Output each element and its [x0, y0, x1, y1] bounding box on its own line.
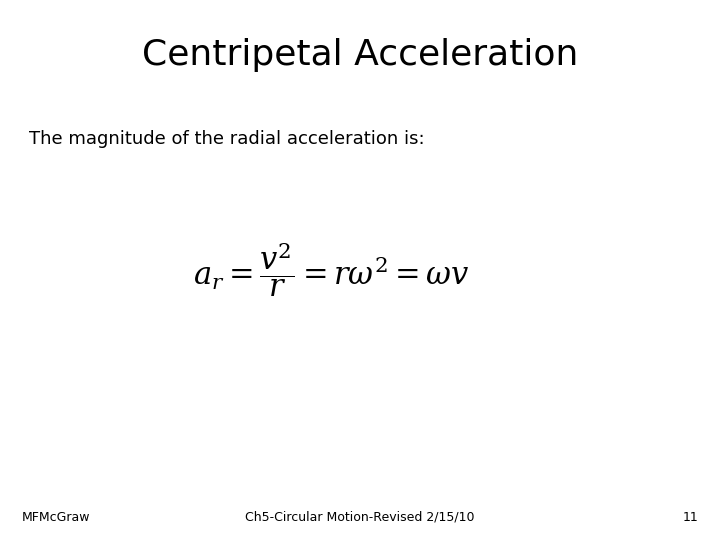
- Text: MFMcGraw: MFMcGraw: [22, 511, 90, 524]
- Text: Centripetal Acceleration: Centripetal Acceleration: [142, 38, 578, 72]
- Text: 11: 11: [683, 511, 698, 524]
- Text: $a_r = \dfrac{v^2}{r} = r\omega^2 = \omega v$: $a_r = \dfrac{v^2}{r} = r\omega^2 = \ome…: [193, 241, 469, 299]
- Text: Ch5-Circular Motion-Revised 2/15/10: Ch5-Circular Motion-Revised 2/15/10: [246, 511, 474, 524]
- Text: The magnitude of the radial acceleration is:: The magnitude of the radial acceleration…: [29, 130, 424, 147]
